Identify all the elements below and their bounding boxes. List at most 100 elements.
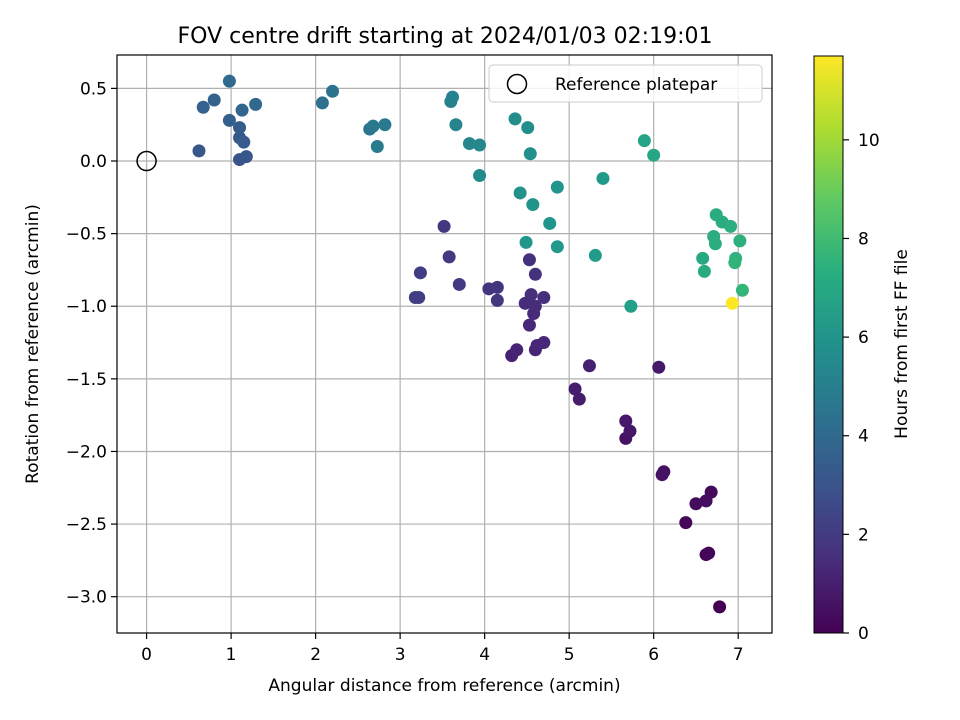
y-tick-label: 0.0	[80, 152, 107, 172]
x-tick-label: 3	[395, 645, 406, 665]
y-tick-label: 0.5	[80, 79, 107, 99]
y-tick-label: −1.5	[66, 370, 107, 390]
colorbar-tick-label: 2	[858, 525, 869, 545]
data-point	[596, 171, 610, 185]
data-point	[679, 516, 693, 530]
x-tick-label: 6	[648, 645, 659, 665]
x-tick-label: 4	[479, 645, 490, 665]
data-point	[521, 121, 535, 135]
colorbar-gradient	[813, 55, 844, 634]
data-point	[550, 180, 564, 194]
data-point	[624, 299, 638, 313]
data-point	[568, 382, 582, 396]
colorbar-tick-label: 6	[858, 328, 869, 348]
data-point	[637, 134, 651, 148]
x-tick-label: 2	[310, 645, 321, 665]
reference-platepar-marker	[136, 150, 157, 172]
data-point	[522, 318, 536, 332]
data-point	[207, 93, 221, 107]
colorbar-tick-label: 10	[858, 131, 880, 151]
data-point	[413, 266, 427, 280]
data-point	[524, 288, 538, 302]
colorbar-ticks: 0 2 4 6 8 10	[843, 131, 880, 644]
x-tick-label: 0	[141, 645, 152, 665]
chart-title: FOV centre drift starting at 2024/01/03 …	[178, 24, 713, 49]
data-point	[528, 267, 542, 281]
data-point	[508, 112, 522, 126]
data-point	[689, 497, 703, 511]
data-point	[528, 299, 542, 313]
data-point	[442, 250, 456, 264]
data-point	[446, 90, 460, 104]
data-point	[733, 234, 747, 248]
colorbar: 0 2 4 6 8 10 Hours from first FF file	[813, 55, 912, 644]
data-point	[513, 186, 527, 200]
data-point	[543, 216, 557, 230]
data-point	[222, 113, 236, 127]
x-axis-label: Angular distance from reference (arcmin)	[268, 676, 620, 696]
data-point	[696, 251, 710, 265]
colorbar-tick-label: 8	[858, 229, 869, 249]
data-point	[449, 118, 463, 132]
data-point	[315, 96, 329, 110]
data-points	[136, 74, 749, 614]
data-point	[572, 392, 586, 406]
data-point	[437, 219, 451, 233]
data-point	[702, 546, 716, 560]
data-point	[370, 139, 384, 153]
data-point	[647, 148, 661, 162]
data-point	[652, 360, 666, 374]
x-tick-label: 7	[733, 645, 744, 665]
data-point	[523, 147, 537, 161]
plot-area: 0 1 2 3 4 5 6 7 0.5 0.0 −0.5 −1.0 −1.5 −2.0 −2.5 −3.0	[66, 54, 773, 665]
data-point	[619, 414, 633, 428]
data-point	[526, 198, 540, 212]
data-point	[655, 468, 669, 482]
data-point	[728, 256, 742, 270]
y-tick-label: −3.0	[66, 588, 107, 608]
y-tick-label: −2.0	[66, 442, 107, 462]
y-tick-label: −2.5	[66, 515, 107, 535]
data-point	[233, 121, 247, 135]
colorbar-tick-label: 4	[858, 427, 869, 447]
legend-label-reference: Reference platepar	[555, 75, 717, 95]
x-tick-label: 5	[564, 645, 575, 665]
data-point	[623, 424, 637, 438]
axes-frame	[116, 54, 773, 634]
data-point	[537, 291, 551, 305]
axis-ticks: 0 1 2 3 4 5 6 7 0.5 0.0 −0.5 −1.0 −1.5 −2.0 −2.5 −3.0	[66, 79, 744, 665]
data-point	[490, 293, 504, 307]
data-point	[452, 277, 466, 291]
data-point	[510, 343, 524, 357]
data-point	[222, 74, 236, 88]
colorbar-tick-label: 0	[858, 624, 869, 644]
data-point	[519, 235, 533, 249]
data-point	[735, 283, 749, 297]
data-point	[522, 253, 536, 267]
legend[interactable]: Reference platepar	[488, 64, 763, 103]
data-point	[473, 169, 487, 183]
data-point	[537, 336, 551, 350]
data-point	[192, 144, 206, 158]
data-point	[473, 138, 487, 152]
data-point	[326, 84, 340, 98]
data-point	[725, 296, 739, 310]
colorbar-label: Hours from first FF file	[892, 249, 912, 439]
data-point	[699, 494, 713, 508]
data-point	[462, 137, 476, 151]
y-axis-label: Rotation from reference (arcmin)	[23, 204, 43, 484]
legend-reference-marker	[506, 73, 528, 95]
data-point	[196, 100, 210, 114]
y-tick-label: −0.5	[66, 225, 107, 245]
data-point	[237, 135, 251, 149]
data-point	[713, 600, 727, 614]
data-point	[366, 119, 380, 133]
data-point	[724, 219, 738, 233]
data-point	[235, 103, 249, 117]
data-point	[582, 359, 596, 373]
data-point	[697, 264, 711, 278]
data-point	[708, 237, 722, 251]
legend-box	[488, 64, 763, 103]
